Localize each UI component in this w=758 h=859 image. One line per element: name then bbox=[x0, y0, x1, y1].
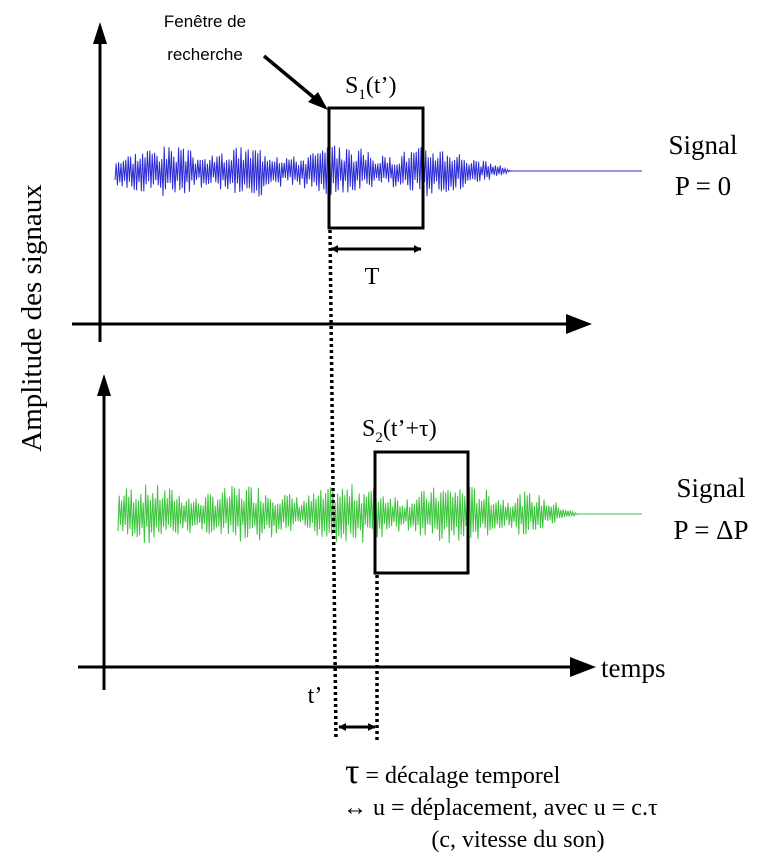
bottom-y-axis-arrowhead bbox=[97, 374, 111, 396]
tprime-label: t’ bbox=[308, 683, 323, 709]
bottom-signal-label-line1: Signal bbox=[676, 473, 745, 503]
top-search-window bbox=[327, 106, 425, 230]
search-window-label-line1: Fenêtre de bbox=[164, 12, 246, 31]
tprime-dotted-line bbox=[328, 229, 338, 741]
top-signal-label-line1: Signal bbox=[668, 130, 737, 160]
bottom-x-axis-arrowhead bbox=[570, 657, 596, 677]
search-window-pointer bbox=[262, 54, 320, 103]
search-window-pointer-head bbox=[308, 92, 328, 110]
top-x-axis-arrowhead bbox=[566, 314, 592, 334]
bottom-signal-trace bbox=[117, 484, 578, 544]
top-y-axis-arrowhead bbox=[93, 22, 107, 44]
search-window-label-line2: recherche bbox=[167, 45, 243, 64]
window-width-label: T bbox=[365, 264, 380, 290]
top-window-label: S1(t’) bbox=[345, 73, 397, 103]
bottom-window-label: S2(t’+τ) bbox=[362, 416, 437, 446]
bottom-search-window bbox=[373, 450, 470, 575]
y-axis-label: Amplitude des signaux bbox=[16, 184, 48, 452]
caption-line1: τ = décalage temporel bbox=[345, 751, 561, 791]
top-signal-trace bbox=[114, 145, 512, 197]
caption-line3: (c, vitesse du son) bbox=[431, 827, 604, 853]
bottom-signal-label-line2: P = ΔP bbox=[673, 515, 748, 545]
top-signal-label-line2: P = 0 bbox=[675, 171, 731, 201]
caption-line2: ↔ u = déplacement, avec u = c.τ bbox=[343, 795, 658, 821]
x-axis-label: temps bbox=[601, 653, 666, 683]
